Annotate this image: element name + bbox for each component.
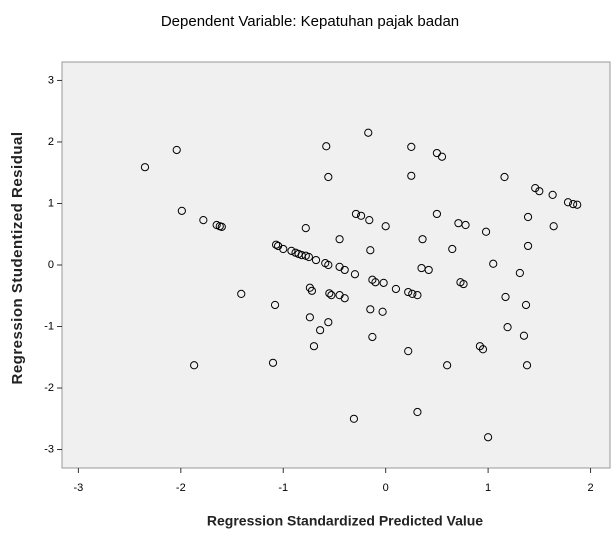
y-tick-label: 2 [48, 136, 54, 148]
y-tick-label: 0 [48, 259, 54, 271]
x-tick-label: 2 [587, 482, 593, 494]
y-tick-label: -2 [44, 382, 54, 394]
x-tick-label: 1 [485, 482, 491, 494]
y-tick-label: -1 [44, 320, 54, 332]
chart: Dependent Variable: Kepatuhan pajak bada… [0, 0, 611, 534]
y-tick-label: -3 [44, 443, 54, 455]
page: {"chart_data": {"type": "scatter", "titl… [0, 0, 611, 534]
y-axis-label: Regression Studentized Residual [9, 131, 26, 384]
x-axis-label: Regression Standardized Predicted Value [207, 513, 483, 529]
x-tick-label: -1 [278, 482, 288, 494]
y-tick-label: 1 [48, 197, 54, 209]
y-tick-label: 3 [48, 74, 54, 86]
x-tick-label: -2 [176, 482, 186, 494]
chart-title: Dependent Variable: Kepatuhan pajak bada… [161, 13, 459, 30]
x-tick-label: -3 [73, 482, 83, 494]
x-tick-label: 0 [383, 482, 389, 494]
